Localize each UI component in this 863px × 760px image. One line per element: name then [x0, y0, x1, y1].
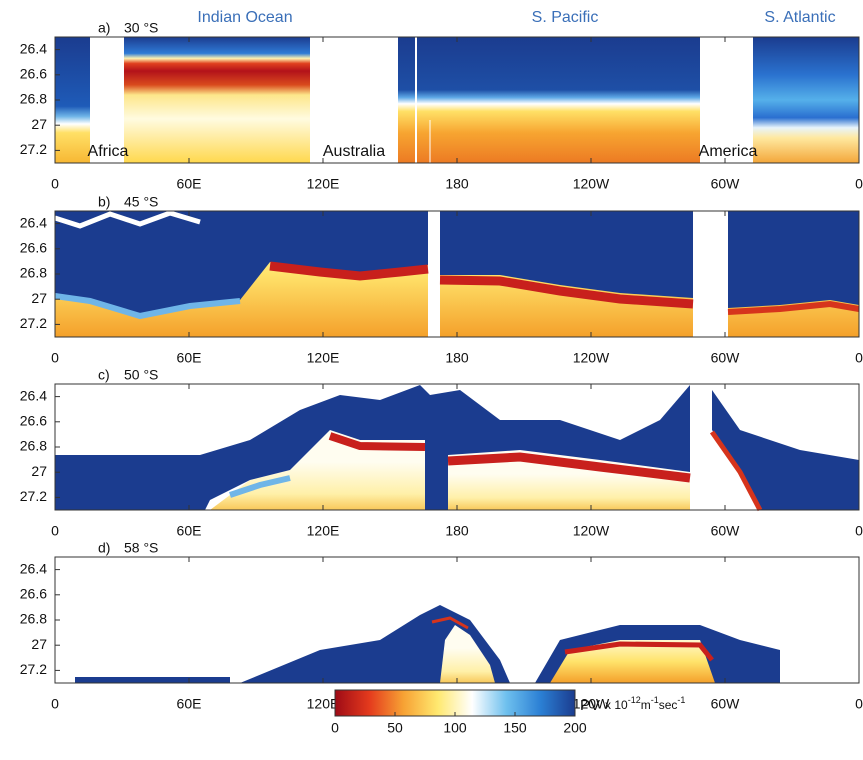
colorbar-tick-label: 150 [503, 720, 527, 736]
x-tick-label: 60E [177, 696, 202, 712]
unit-exponent: -1 [651, 695, 659, 705]
unit-part: m [641, 698, 651, 712]
x-tick-label: 60E [177, 523, 202, 539]
panel-label: b) [98, 194, 110, 210]
x-tick-label: 60W [711, 696, 741, 712]
y-tick-label: 26.4 [20, 214, 47, 230]
colorbar-tick-label: 100 [443, 720, 467, 736]
x-tick-label: 180 [445, 350, 469, 366]
x-tick-label: 0 [855, 523, 863, 539]
y-tick-label: 27.2 [20, 141, 47, 157]
region-label: Indian Ocean [197, 9, 292, 26]
panel-latitude: 45 °S [124, 194, 158, 210]
x-tick-label: 60W [711, 350, 741, 366]
x-tick-label: 120W [573, 176, 610, 192]
y-tick-label: 26.8 [20, 91, 47, 107]
x-tick-label: 0 [51, 523, 59, 539]
region-label: S. Atlantic [764, 9, 835, 26]
field-d [75, 605, 780, 683]
x-tick-label: 0 [51, 696, 59, 712]
unit-part: sec [659, 698, 678, 712]
colorbar-tick-label: 200 [563, 720, 587, 736]
panel-label: a) [98, 20, 110, 36]
y-tick-label: 26.8 [20, 438, 47, 454]
y-tick-label: 27.2 [20, 488, 47, 504]
x-tick-label: 0 [855, 176, 863, 192]
x-tick-label: 120W [573, 350, 610, 366]
y-tick-label: 26.4 [20, 387, 47, 403]
panel-latitude: 50 °S [124, 367, 158, 383]
colorbar-name: PV [580, 697, 600, 714]
land-label: America [699, 143, 758, 160]
panel-latitude: 30 °S [124, 20, 158, 36]
x-tick-label: 180 [445, 523, 469, 539]
x-tick-label: 0 [855, 350, 863, 366]
y-tick-label: 26.6 [20, 413, 47, 429]
y-tick-label: 26.8 [20, 265, 47, 281]
x-tick-label: 120E [307, 696, 340, 712]
y-tick-label: 27 [31, 116, 47, 132]
x-tick-label: 120W [573, 696, 610, 712]
unit-exponent: -1 [677, 695, 685, 705]
field-b [54, 210, 860, 337]
x-tick-label: 60W [711, 176, 741, 192]
colorbar-tick-label: 0 [331, 720, 339, 736]
unit-exponent: -12 [628, 695, 641, 705]
x-tick-label: 0 [51, 350, 59, 366]
unit-part: x 10 [605, 698, 628, 712]
y-tick-label: 26.4 [20, 560, 47, 576]
x-tick-label: 60E [177, 176, 202, 192]
y-tick-label: 27.2 [20, 315, 47, 331]
x-tick-label: 60E [177, 350, 202, 366]
x-tick-label: 120E [307, 176, 340, 192]
x-tick-label: 180 [445, 176, 469, 192]
x-tick-label: 120W [573, 523, 610, 539]
y-tick-label: 27 [31, 463, 47, 479]
colorbar-tick-label: 50 [387, 720, 403, 736]
y-tick-label: 26.6 [20, 240, 47, 256]
land-label: Africa [88, 143, 129, 160]
y-tick-label: 26.8 [20, 611, 47, 627]
y-tick-label: 27 [31, 636, 47, 652]
field-c [55, 385, 859, 512]
field-a [55, 37, 859, 163]
panel-label: c) [98, 367, 110, 383]
panel-latitude: 58 °S [124, 540, 158, 556]
y-tick-label: 27.2 [20, 661, 47, 677]
colorbar-label: PV x 10-12m-1sec-1 [580, 695, 685, 714]
y-tick-label: 26.6 [20, 586, 47, 602]
x-tick-label: 0 [51, 176, 59, 192]
y-tick-label: 27 [31, 290, 47, 306]
panel-label: d) [98, 540, 110, 556]
y-tick-label: 26.6 [20, 66, 47, 82]
x-tick-label: 120E [307, 523, 340, 539]
region-label: S. Pacific [532, 9, 599, 26]
land-label: Australia [323, 143, 385, 160]
x-tick-label: 60W [711, 523, 741, 539]
x-tick-label: 120E [307, 350, 340, 366]
x-tick-label: 0 [855, 696, 863, 712]
y-tick-label: 26.4 [20, 40, 47, 56]
